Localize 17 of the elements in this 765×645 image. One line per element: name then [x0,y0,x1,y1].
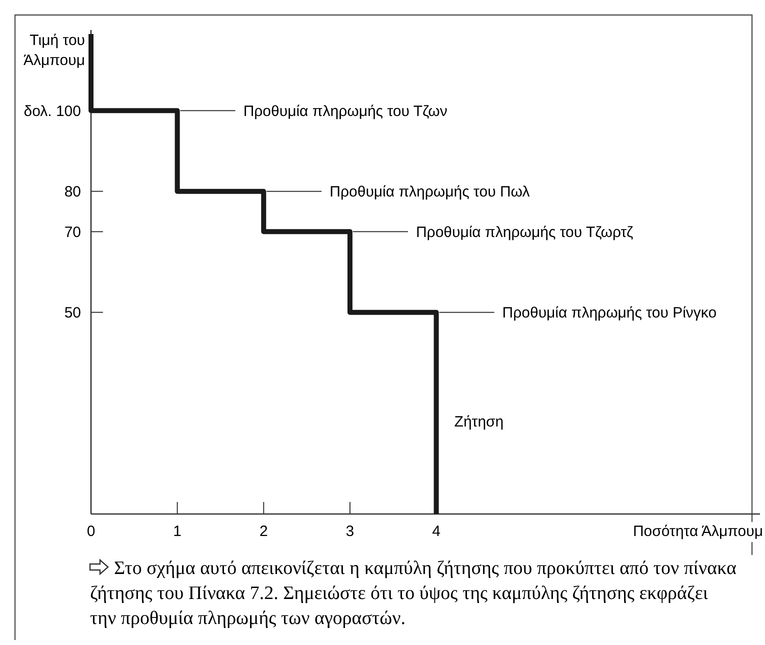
annotation: Προθυμία πληρωμής του Πωλ [330,184,530,201]
annotation: Προθυμία πληρωμής του Τζων [243,102,448,120]
x-axis-title: Ποσότητα Άλμπουμ [632,523,763,540]
annotation: Προθυμία πληρωμής του Ρίνγκο [502,304,717,322]
y-tick-label: 70 [64,224,81,241]
y-axis-title: Τιμή του Άλμπουμ [24,32,85,69]
annotation: Προθυμία πληρωμής του Τζωρτζ [416,224,634,241]
text: Στο σχήμα αυτό απεικονίζεται η καμπύλη ζήτησης που προκύπτει από τον πίνακα ζήτησης του Πίνακα 7.2. Σημειώστε ότι το ύψος της καμπύλης ζήτησης εκφράζει την προθυμία πληρωμής των αγοραστών. [90,558,736,629]
y-tick-label: 50 [64,304,81,322]
y-tick-label: 80 [64,184,81,201]
x-tick-label: 4 [432,523,440,540]
x-tick-label: 1 [173,523,182,540]
y-tick-label: δολ. 100 [24,102,81,120]
annotation: Ζήτηση [454,413,504,430]
x-tick-label: 3 [346,523,354,540]
x-tick-label: 2 [259,523,268,540]
x-tick-label: 0 [86,523,96,540]
